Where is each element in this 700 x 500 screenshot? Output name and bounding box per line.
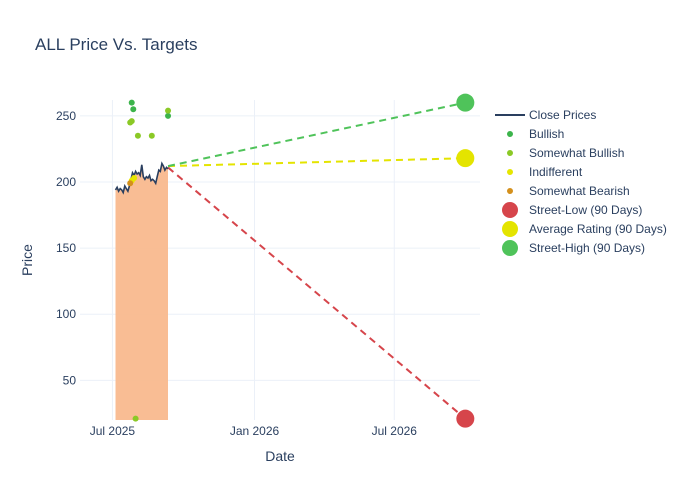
rating-point <box>148 132 155 139</box>
x-axis-ticks: Jul 2025 Jan 2026 Jul 2026 <box>90 424 418 438</box>
legend-item[interactable]: Indifferent <box>507 165 583 179</box>
legend-swatch <box>507 169 513 175</box>
target-marker <box>456 409 475 428</box>
legend[interactable]: Close Prices Bullish Somewhat Bullish Indif… <box>495 108 667 256</box>
close-price-fill <box>115 163 168 420</box>
legend-item[interactable]: Street-Low (90 Days) <box>502 202 642 218</box>
rating-point <box>130 106 137 113</box>
y-tick-label: 250 <box>56 109 76 123</box>
target-line <box>167 166 466 420</box>
x-tick-label: Jan 2026 <box>230 424 280 438</box>
rating-point <box>131 175 138 182</box>
target-lines <box>167 101 466 420</box>
legend-label: Street-High (90 Days) <box>529 241 645 255</box>
y-axis-title: Price <box>19 244 35 276</box>
y-tick-label: 50 <box>63 373 77 387</box>
y-tick-label: 200 <box>56 175 76 189</box>
target-marker <box>456 149 475 168</box>
rating-points <box>127 93 475 428</box>
legend-item[interactable]: Somewhat Bearish <box>507 184 630 198</box>
legend-item[interactable]: Bullish <box>507 127 564 141</box>
legend-item[interactable]: Close Prices <box>495 108 596 122</box>
y-axis-ticks: 50 100 150 200 250 <box>56 109 76 387</box>
x-axis-title: Date <box>265 448 295 464</box>
rating-point <box>165 107 172 114</box>
y-tick-label: 150 <box>56 241 76 255</box>
legend-swatch <box>507 150 513 156</box>
x-tick-label: Jul 2025 <box>90 424 136 438</box>
legend-item[interactable]: Somewhat Bullish <box>507 146 624 160</box>
rating-point <box>128 118 135 125</box>
close-price-line <box>114 161 169 195</box>
legend-label: Somewhat Bullish <box>529 146 624 160</box>
rating-point <box>165 112 172 119</box>
x-tick-label: Jul 2026 <box>372 424 418 438</box>
chart-title: ALL Price Vs. Targets <box>35 35 198 54</box>
rating-point <box>134 132 141 139</box>
rating-point <box>128 99 135 106</box>
rating-point <box>127 180 134 187</box>
legend-swatch <box>502 221 518 237</box>
legend-label: Average Rating (90 Days) <box>529 222 667 236</box>
legend-label: Bullish <box>529 127 564 141</box>
rating-point <box>132 415 139 422</box>
legend-item[interactable]: Average Rating (90 Days) <box>502 221 667 237</box>
y-tick-label: 100 <box>56 307 76 321</box>
legend-label: Close Prices <box>529 108 596 122</box>
close-fill-area <box>115 163 168 420</box>
target-line <box>168 157 466 168</box>
legend-item[interactable]: Street-High (90 Days) <box>502 240 645 256</box>
target-marker <box>456 93 475 112</box>
legend-swatch <box>507 131 513 137</box>
legend-swatch <box>507 188 513 194</box>
close-price-line-group <box>114 161 169 195</box>
legend-swatch <box>502 202 518 218</box>
legend-label: Indifferent <box>529 165 583 179</box>
target-line <box>167 101 466 168</box>
legend-swatch <box>502 240 518 256</box>
legend-label: Street-Low (90 Days) <box>529 203 642 217</box>
legend-label: Somewhat Bearish <box>529 184 630 198</box>
